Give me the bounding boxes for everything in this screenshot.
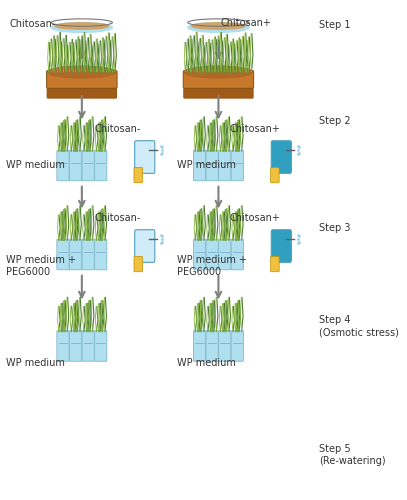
Text: WP medium +
PEG6000: WP medium + PEG6000 (177, 254, 247, 277)
Text: Step 1: Step 1 (319, 20, 350, 30)
FancyBboxPatch shape (47, 70, 117, 88)
FancyBboxPatch shape (135, 140, 155, 173)
Ellipse shape (48, 66, 116, 78)
FancyBboxPatch shape (70, 239, 82, 270)
Ellipse shape (188, 22, 249, 32)
Text: Chitosan-: Chitosan- (94, 213, 141, 223)
FancyBboxPatch shape (57, 150, 69, 181)
FancyBboxPatch shape (82, 239, 94, 270)
Ellipse shape (51, 22, 112, 32)
FancyBboxPatch shape (193, 330, 206, 361)
FancyBboxPatch shape (231, 150, 243, 181)
Text: Chitosan+: Chitosan+ (229, 213, 280, 223)
FancyBboxPatch shape (57, 239, 69, 270)
FancyBboxPatch shape (57, 330, 69, 361)
FancyBboxPatch shape (94, 150, 107, 181)
Text: WP medium: WP medium (177, 358, 236, 368)
FancyBboxPatch shape (193, 239, 206, 270)
FancyBboxPatch shape (47, 88, 117, 99)
FancyBboxPatch shape (271, 230, 291, 262)
Ellipse shape (184, 66, 253, 78)
FancyBboxPatch shape (134, 168, 142, 183)
FancyBboxPatch shape (219, 330, 231, 361)
Text: Chitosan-: Chitosan- (10, 19, 56, 29)
FancyBboxPatch shape (231, 330, 243, 361)
FancyBboxPatch shape (82, 330, 94, 361)
Text: WP medium: WP medium (177, 160, 236, 170)
FancyBboxPatch shape (219, 150, 231, 181)
Text: Step 5
(Re-watering): Step 5 (Re-watering) (319, 444, 386, 466)
FancyBboxPatch shape (82, 150, 94, 181)
FancyBboxPatch shape (94, 330, 107, 361)
Text: Step 3: Step 3 (319, 223, 350, 233)
Ellipse shape (192, 23, 245, 29)
FancyBboxPatch shape (231, 239, 243, 270)
Text: WP medium +
PEG6000: WP medium + PEG6000 (7, 254, 77, 277)
Text: Step 2: Step 2 (319, 116, 351, 126)
FancyBboxPatch shape (206, 150, 218, 181)
FancyBboxPatch shape (94, 239, 107, 270)
FancyBboxPatch shape (135, 230, 155, 262)
FancyBboxPatch shape (134, 256, 142, 272)
Text: Chitosan+: Chitosan+ (220, 18, 271, 28)
FancyBboxPatch shape (183, 88, 254, 99)
FancyBboxPatch shape (183, 70, 254, 88)
FancyBboxPatch shape (219, 239, 231, 270)
FancyBboxPatch shape (271, 140, 291, 173)
Text: WP medium: WP medium (7, 358, 65, 368)
Text: Chitosan+: Chitosan+ (229, 124, 280, 134)
Ellipse shape (55, 23, 109, 29)
FancyBboxPatch shape (70, 150, 82, 181)
Text: WP medium: WP medium (7, 160, 65, 170)
FancyBboxPatch shape (206, 239, 218, 270)
FancyBboxPatch shape (271, 168, 279, 183)
FancyBboxPatch shape (193, 150, 206, 181)
FancyBboxPatch shape (271, 256, 279, 272)
Text: Step 4
(Osmotic stress): Step 4 (Osmotic stress) (319, 316, 399, 338)
Text: Chitosan-: Chitosan- (94, 124, 141, 134)
FancyBboxPatch shape (206, 330, 218, 361)
FancyBboxPatch shape (70, 330, 82, 361)
